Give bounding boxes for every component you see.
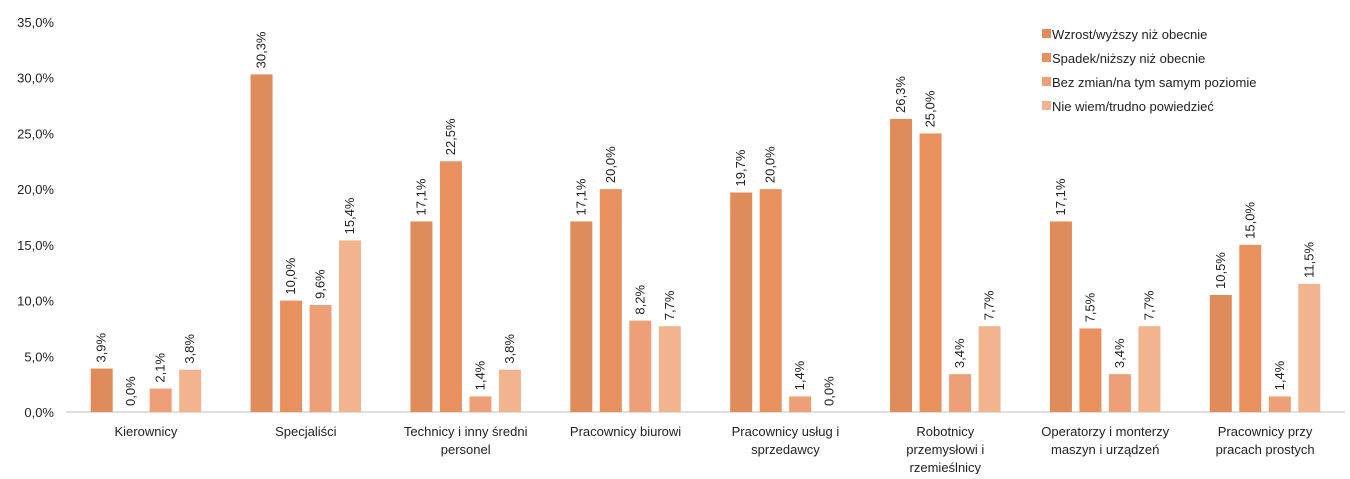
bar [789, 396, 812, 412]
bar [179, 369, 202, 412]
bar [410, 221, 433, 412]
bar [1108, 374, 1131, 412]
bar [90, 368, 113, 412]
data-label: 3,8% [182, 334, 197, 364]
bar [629, 320, 652, 412]
bar [570, 221, 593, 412]
data-label: 1,4% [1272, 360, 1287, 390]
data-label: 3,8% [502, 334, 517, 364]
legend-swatch [1042, 101, 1051, 110]
x-tick-label: Operatorzy i monterzy [1041, 424, 1169, 439]
legend-swatch [1042, 77, 1051, 86]
bar [1079, 328, 1102, 412]
bar [309, 305, 332, 412]
legend-label: Wzrost/wyższy niż obecnie [1052, 27, 1207, 42]
bar [759, 189, 782, 412]
data-label: 10,0% [283, 257, 298, 294]
data-label: 3,4% [1112, 338, 1127, 368]
data-label: 3,9% [94, 332, 109, 362]
data-label: 25,0% [923, 90, 938, 127]
data-label: 20,0% [603, 146, 618, 183]
legend-swatch [1042, 53, 1051, 62]
bar [919, 133, 942, 412]
y-tick-label: 35,0% [17, 15, 54, 30]
x-tick-label: Pracownicy usług i [732, 424, 840, 439]
x-tick-label: rzemieślnicy [910, 460, 982, 474]
data-label: 15,4% [342, 197, 357, 234]
y-tick-label: 10,0% [17, 294, 54, 309]
x-tick-label: maszyn i urządzeń [1051, 442, 1159, 457]
data-label: 11,5% [1301, 242, 1316, 278]
bar [1138, 326, 1161, 412]
y-tick-label: 20,0% [17, 182, 54, 197]
data-label: 3,4% [952, 338, 967, 368]
x-tick-label: Robotnicy [916, 424, 974, 439]
y-tick-label: 5,0% [24, 349, 54, 364]
bar [890, 118, 913, 412]
legend-label: Spadek/niższy niż obecnie [1052, 51, 1205, 66]
data-label: 7,7% [1141, 290, 1156, 320]
data-label: 7,7% [982, 290, 997, 320]
x-tick-label: przemysłowi i [906, 442, 984, 457]
y-tick-label: 30,0% [17, 71, 54, 86]
data-label: 26,3% [893, 76, 908, 113]
x-tick-label: Kierownicy [115, 424, 178, 439]
bar [1239, 244, 1262, 412]
x-tick-label: Specjaliści [275, 424, 337, 439]
data-label: 10,5% [1213, 252, 1228, 289]
data-label: 8,2% [632, 285, 647, 315]
bar [469, 396, 492, 412]
bar [1268, 396, 1291, 412]
data-label: 7,5% [1082, 292, 1097, 322]
bar [280, 300, 303, 412]
bar [439, 161, 462, 412]
legend-label: Nie wiem/trudno powiedzieć [1052, 99, 1214, 114]
data-label: 0,0% [822, 376, 837, 406]
data-label: 22,5% [443, 118, 458, 155]
bar [1209, 295, 1232, 412]
y-tick-label: 0,0% [24, 405, 54, 420]
bar [149, 388, 172, 412]
data-label: 1,4% [472, 360, 487, 390]
data-label: 9,6% [313, 269, 328, 299]
bar [658, 326, 681, 412]
bar [250, 74, 273, 412]
data-label: 30,3% [254, 31, 269, 68]
legend-label: Bez zmian/na tym samym poziomie [1052, 75, 1256, 90]
data-label: 15,0% [1242, 202, 1257, 239]
bar [1049, 221, 1072, 412]
data-label: 19,7% [733, 149, 748, 186]
data-label: 2,1% [153, 353, 168, 383]
x-tick-label: pracach prostych [1216, 442, 1315, 457]
bar [1298, 283, 1321, 412]
data-label: 17,1% [1053, 178, 1068, 215]
bar [730, 192, 753, 412]
data-label: 17,1% [413, 178, 428, 215]
x-tick-label: Pracownicy przy [1218, 424, 1313, 439]
x-tick-label: Pracownicy biurowi [570, 424, 681, 439]
x-tick-label: sprzedawcy [751, 442, 820, 457]
data-label: 1,4% [792, 360, 807, 390]
data-label: 7,7% [662, 290, 677, 320]
data-label: 20,0% [763, 146, 778, 183]
bar [339, 240, 362, 412]
bar [599, 189, 622, 412]
bar [978, 326, 1001, 412]
data-label: 17,1% [573, 178, 588, 215]
y-tick-label: 15,0% [17, 238, 54, 253]
bar [498, 369, 521, 412]
y-tick-label: 25,0% [17, 126, 54, 141]
x-tick-label: Technicy i inny średni [404, 424, 528, 439]
legend-swatch [1042, 29, 1051, 38]
x-tick-label: personel [441, 442, 491, 457]
bar [949, 374, 972, 412]
data-label: 0,0% [123, 376, 138, 406]
